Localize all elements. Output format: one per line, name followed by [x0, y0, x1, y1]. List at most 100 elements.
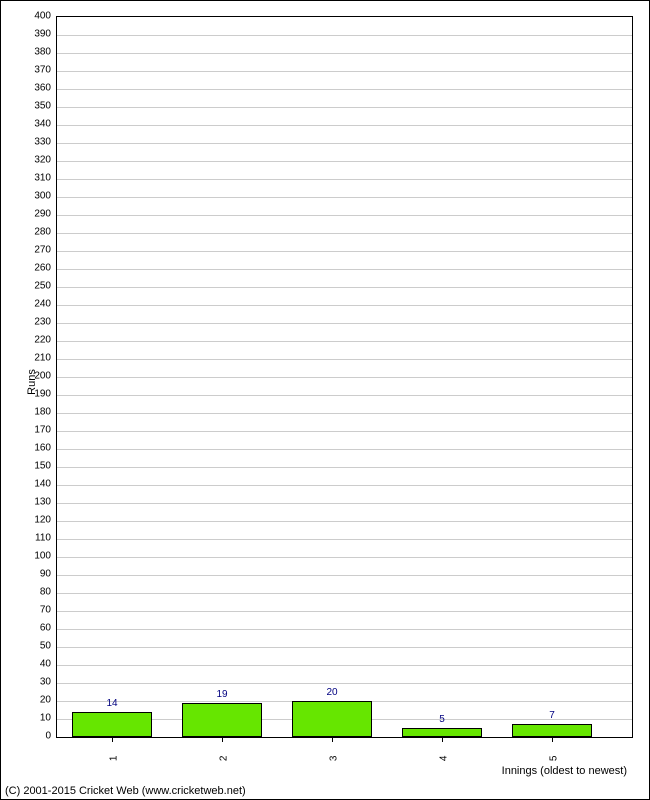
ytick-label: 0	[45, 731, 51, 742]
ytick-label: 270	[34, 245, 51, 256]
bar-value-label: 14	[106, 698, 117, 709]
ytick-label: 220	[34, 335, 51, 346]
gridline	[57, 431, 632, 432]
gridline	[57, 53, 632, 54]
gridline	[57, 89, 632, 90]
bar	[72, 712, 152, 737]
ytick-label: 180	[34, 407, 51, 418]
ytick-label: 370	[34, 65, 51, 76]
ytick-label: 150	[34, 461, 51, 472]
gridline	[57, 71, 632, 72]
bar-value-label: 20	[326, 687, 337, 698]
bar-value-label: 19	[216, 689, 227, 700]
xtick	[442, 737, 443, 742]
ytick-label: 100	[34, 551, 51, 562]
xtick-label: 5	[548, 756, 559, 762]
ytick-label: 130	[34, 497, 51, 508]
gridline	[57, 35, 632, 36]
gridline	[57, 287, 632, 288]
gridline	[57, 593, 632, 594]
ytick-label: 230	[34, 317, 51, 328]
ytick-label: 280	[34, 227, 51, 238]
ytick-label: 380	[34, 47, 51, 58]
bar-value-label: 5	[439, 714, 445, 725]
xtick	[112, 737, 113, 742]
ytick-label: 140	[34, 479, 51, 490]
ytick-label: 390	[34, 29, 51, 40]
gridline	[57, 503, 632, 504]
ytick-label: 290	[34, 209, 51, 220]
ytick-label: 110	[35, 533, 51, 544]
gridline	[57, 665, 632, 666]
copyright-text: (C) 2001-2015 Cricket Web (www.cricketwe…	[5, 785, 246, 797]
gridline	[57, 485, 632, 486]
ytick-label: 200	[34, 371, 51, 382]
ytick-label: 40	[40, 659, 51, 670]
gridline	[57, 305, 632, 306]
x-axis-label: Innings (oldest to newest)	[502, 765, 627, 777]
bar	[292, 701, 372, 737]
xtick-label: 2	[218, 756, 229, 762]
gridline	[57, 323, 632, 324]
ytick-label: 240	[34, 299, 51, 310]
bar	[402, 728, 482, 737]
gridline	[57, 413, 632, 414]
ytick-label: 310	[34, 173, 51, 184]
bar	[182, 703, 262, 737]
ytick-label: 20	[40, 695, 51, 706]
gridline	[57, 611, 632, 612]
gridline	[57, 341, 632, 342]
ytick-label: 340	[34, 119, 51, 130]
gridline	[57, 215, 632, 216]
plot-area: 14 19 20 5 7	[56, 16, 633, 738]
gridline	[57, 557, 632, 558]
gridline	[57, 683, 632, 684]
ytick-label: 160	[34, 443, 51, 454]
ytick-label: 70	[40, 605, 51, 616]
ytick-label: 10	[40, 713, 51, 724]
ytick-label: 260	[34, 263, 51, 274]
gridline	[57, 143, 632, 144]
ytick-label: 170	[34, 425, 51, 436]
ytick-label: 120	[34, 515, 51, 526]
xtick-label: 3	[328, 756, 339, 762]
gridline	[57, 575, 632, 576]
gridline	[57, 521, 632, 522]
gridline	[57, 467, 632, 468]
xtick	[332, 737, 333, 742]
gridline	[57, 179, 632, 180]
ytick-label: 350	[34, 101, 51, 112]
gridline	[57, 269, 632, 270]
ytick-label: 300	[34, 191, 51, 202]
xtick-label: 1	[108, 756, 119, 762]
ytick-label: 320	[34, 155, 51, 166]
ytick-label: 80	[40, 587, 51, 598]
ytick-label: 250	[34, 281, 51, 292]
gridline	[57, 107, 632, 108]
gridline	[57, 377, 632, 378]
ytick-label: 210	[34, 353, 51, 364]
gridline	[57, 395, 632, 396]
ytick-label: 30	[40, 677, 51, 688]
xtick	[552, 737, 553, 742]
ytick-label: 50	[40, 641, 51, 652]
gridline	[57, 647, 632, 648]
gridline	[57, 233, 632, 234]
chart-container: 14192057 Runs Innings (oldest to newest)…	[0, 0, 650, 800]
xtick	[222, 737, 223, 742]
ytick-label: 360	[34, 83, 51, 94]
gridline	[57, 449, 632, 450]
ytick-label: 400	[34, 11, 51, 22]
gridline	[57, 359, 632, 360]
ytick-label: 90	[40, 569, 51, 580]
xtick-label: 4	[438, 756, 449, 762]
bar	[512, 724, 592, 737]
ytick-label: 330	[34, 137, 51, 148]
gridline	[57, 161, 632, 162]
ytick-label: 60	[40, 623, 51, 634]
ytick-label: 190	[34, 389, 51, 400]
bar-value-label: 7	[549, 710, 555, 721]
gridline	[57, 629, 632, 630]
gridline	[57, 251, 632, 252]
gridline	[57, 125, 632, 126]
